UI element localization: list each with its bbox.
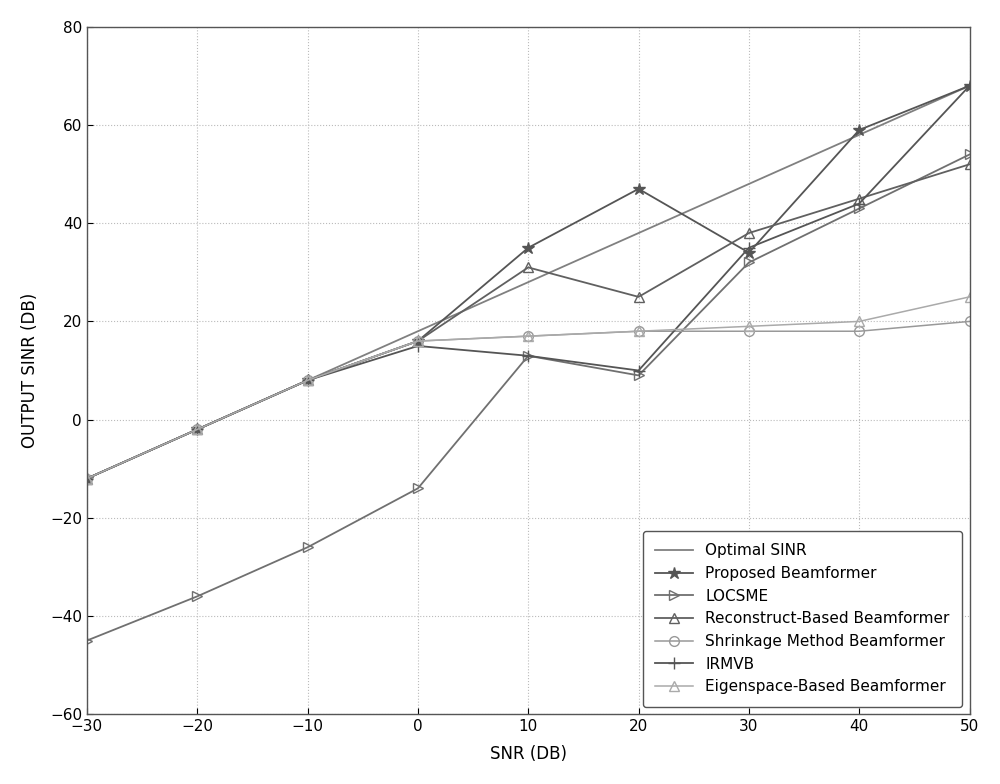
Shrinkage Method Beamformer xyxy=(964,317,976,326)
Line: Reconstruct-Based Beamformer: Reconstruct-Based Beamformer xyxy=(82,159,974,484)
LOCSME xyxy=(633,371,645,380)
Legend: Optimal SINR, Proposed Beamformer, LOCSME, Reconstruct-Based Beamformer, Shrinka: Optimal SINR, Proposed Beamformer, LOCSM… xyxy=(643,532,962,706)
LOCSME xyxy=(743,258,755,267)
Eigenspace-Based Beamformer xyxy=(81,474,93,483)
Eigenspace-Based Beamformer xyxy=(743,321,755,331)
IRMVB xyxy=(302,376,314,385)
Shrinkage Method Beamformer xyxy=(853,326,865,336)
LOCSME xyxy=(964,150,976,159)
IRMVB xyxy=(964,81,976,90)
Shrinkage Method Beamformer xyxy=(81,474,93,483)
Eigenspace-Based Beamformer xyxy=(964,292,976,302)
Shrinkage Method Beamformer xyxy=(302,376,314,385)
Shrinkage Method Beamformer xyxy=(191,425,203,434)
Reconstruct-Based Beamformer xyxy=(743,228,755,238)
LOCSME xyxy=(302,543,314,552)
Optimal SINR xyxy=(522,278,534,287)
IRMVB xyxy=(81,474,93,483)
IRMVB xyxy=(853,199,865,209)
Optimal SINR xyxy=(853,130,865,140)
IRMVB xyxy=(412,341,424,350)
IRMVB xyxy=(633,366,645,376)
Shrinkage Method Beamformer xyxy=(633,326,645,336)
Reconstruct-Based Beamformer xyxy=(191,425,203,434)
Proposed Beamformer xyxy=(853,125,865,135)
Optimal SINR xyxy=(191,425,203,434)
Shrinkage Method Beamformer xyxy=(412,336,424,346)
Eigenspace-Based Beamformer xyxy=(191,425,203,434)
Y-axis label: OUTPUT SINR (DB): OUTPUT SINR (DB) xyxy=(21,293,39,448)
Reconstruct-Based Beamformer xyxy=(412,336,424,346)
Proposed Beamformer xyxy=(302,376,314,385)
Proposed Beamformer xyxy=(412,336,424,346)
IRMVB xyxy=(522,351,534,361)
Proposed Beamformer xyxy=(522,243,534,252)
Optimal SINR xyxy=(302,376,314,385)
Reconstruct-Based Beamformer xyxy=(522,263,534,272)
LOCSME xyxy=(191,592,203,601)
Eigenspace-Based Beamformer xyxy=(633,326,645,336)
LOCSME xyxy=(412,484,424,493)
Reconstruct-Based Beamformer xyxy=(633,292,645,302)
Reconstruct-Based Beamformer xyxy=(81,474,93,483)
Line: Optimal SINR: Optimal SINR xyxy=(87,85,970,478)
X-axis label: SNR (DB): SNR (DB) xyxy=(490,745,567,763)
LOCSME xyxy=(81,636,93,645)
Shrinkage Method Beamformer xyxy=(522,332,534,341)
Reconstruct-Based Beamformer xyxy=(302,376,314,385)
Line: IRMVB: IRMVB xyxy=(81,80,975,484)
Line: LOCSME: LOCSME xyxy=(82,150,974,645)
Optimal SINR xyxy=(964,81,976,90)
Optimal SINR xyxy=(81,474,93,483)
Proposed Beamformer xyxy=(964,81,976,90)
Eigenspace-Based Beamformer xyxy=(853,317,865,326)
Line: Eigenspace-Based Beamformer: Eigenspace-Based Beamformer xyxy=(82,292,974,484)
IRMVB xyxy=(743,243,755,252)
Eigenspace-Based Beamformer xyxy=(522,332,534,341)
LOCSME xyxy=(853,204,865,213)
LOCSME xyxy=(522,351,534,361)
IRMVB xyxy=(191,425,203,434)
Reconstruct-Based Beamformer xyxy=(853,194,865,203)
Eigenspace-Based Beamformer xyxy=(412,336,424,346)
Proposed Beamformer xyxy=(81,474,93,483)
Optimal SINR xyxy=(412,326,424,336)
Line: Shrinkage Method Beamformer: Shrinkage Method Beamformer xyxy=(82,317,974,484)
Optimal SINR xyxy=(743,180,755,189)
Line: Proposed Beamformer: Proposed Beamformer xyxy=(81,79,976,485)
Proposed Beamformer xyxy=(191,425,203,434)
Reconstruct-Based Beamformer xyxy=(964,160,976,169)
Eigenspace-Based Beamformer xyxy=(302,376,314,385)
Optimal SINR xyxy=(633,228,645,238)
Shrinkage Method Beamformer xyxy=(743,326,755,336)
Proposed Beamformer xyxy=(743,248,755,257)
Proposed Beamformer xyxy=(633,184,645,194)
